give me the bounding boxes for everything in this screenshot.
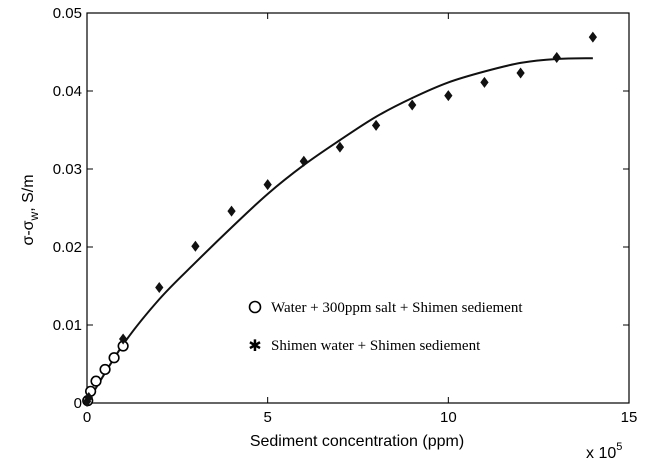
data-point-star — [444, 90, 453, 102]
legend-label-shimen-water: Shimen water + Shimen sediement — [271, 338, 481, 354]
legend: Water + 300ppm salt + Shimen sediement ✱… — [248, 300, 523, 355]
y-axis-title-tail: , S/m — [20, 174, 37, 211]
legend-item-water-salt: Water + 300ppm salt + Shimen sediement — [248, 300, 523, 316]
y-tick-label: 0.05 — [53, 5, 82, 22]
y-tick-label: 0.04 — [53, 83, 82, 100]
legend-star-marker: ✱ — [248, 336, 261, 355]
data-point-circle — [99, 363, 111, 376]
plot-frame — [86, 12, 630, 404]
legend-circle-marker — [248, 300, 262, 314]
y-tick-label: 0.02 — [53, 239, 82, 256]
y-axis-title: σ-σw, S/m — [20, 174, 41, 245]
data-point-star — [299, 155, 308, 167]
x-tick-label: 15 — [621, 409, 638, 426]
x-axis-title: Sediment concentration (ppm) — [250, 433, 464, 450]
y-tick-label: 0.01 — [53, 317, 82, 334]
data-point-star — [588, 31, 597, 43]
data-point-star — [227, 205, 236, 217]
data-point-star — [480, 76, 489, 88]
data-point-star — [371, 119, 381, 131]
x-axis-ticks: 0 5 10 15 — [83, 13, 638, 426]
data-point-star — [155, 282, 164, 294]
x-tick-label: 0 — [83, 409, 91, 426]
x-tick-label: 5 — [263, 409, 271, 426]
y-tick-label: 0 — [74, 395, 82, 412]
x-tick-label: 10 — [440, 409, 457, 426]
data-point-star — [552, 51, 561, 63]
legend-item-shimen-water: ✱ Shimen water + Shimen sediement — [248, 336, 481, 355]
data-point-star — [335, 141, 345, 153]
data-point-star — [516, 67, 525, 79]
x-axis-multiplier-base: x 10 — [586, 445, 616, 461]
series-star — [82, 31, 597, 407]
data-point-star — [191, 240, 200, 252]
data-point-circle — [108, 352, 120, 364]
x-axis-multiplier-exponent: 5 — [616, 441, 622, 453]
data-point-star — [263, 179, 272, 191]
y-tick-label: 0.03 — [53, 161, 82, 178]
data-points-layer — [82, 31, 597, 407]
data-point-star — [84, 392, 93, 404]
y-axis-title-subscript: w — [27, 211, 41, 221]
data-point-star — [119, 333, 128, 345]
fit-curve-layer — [86, 57, 593, 404]
x-axis-multiplier: x 105 — [586, 441, 622, 461]
data-point-circle — [90, 375, 102, 387]
legend-label-water-salt: Water + 300ppm salt + Shimen sediement — [271, 300, 523, 316]
plot-area-border — [86, 12, 630, 404]
y-axis-title-main: σ-σ — [20, 220, 37, 245]
data-point-star — [408, 99, 417, 111]
y-axis-ticks: 0 0.01 0.02 0.03 0.04 0.05 — [53, 5, 629, 412]
fit-curve-line — [86, 57, 593, 404]
